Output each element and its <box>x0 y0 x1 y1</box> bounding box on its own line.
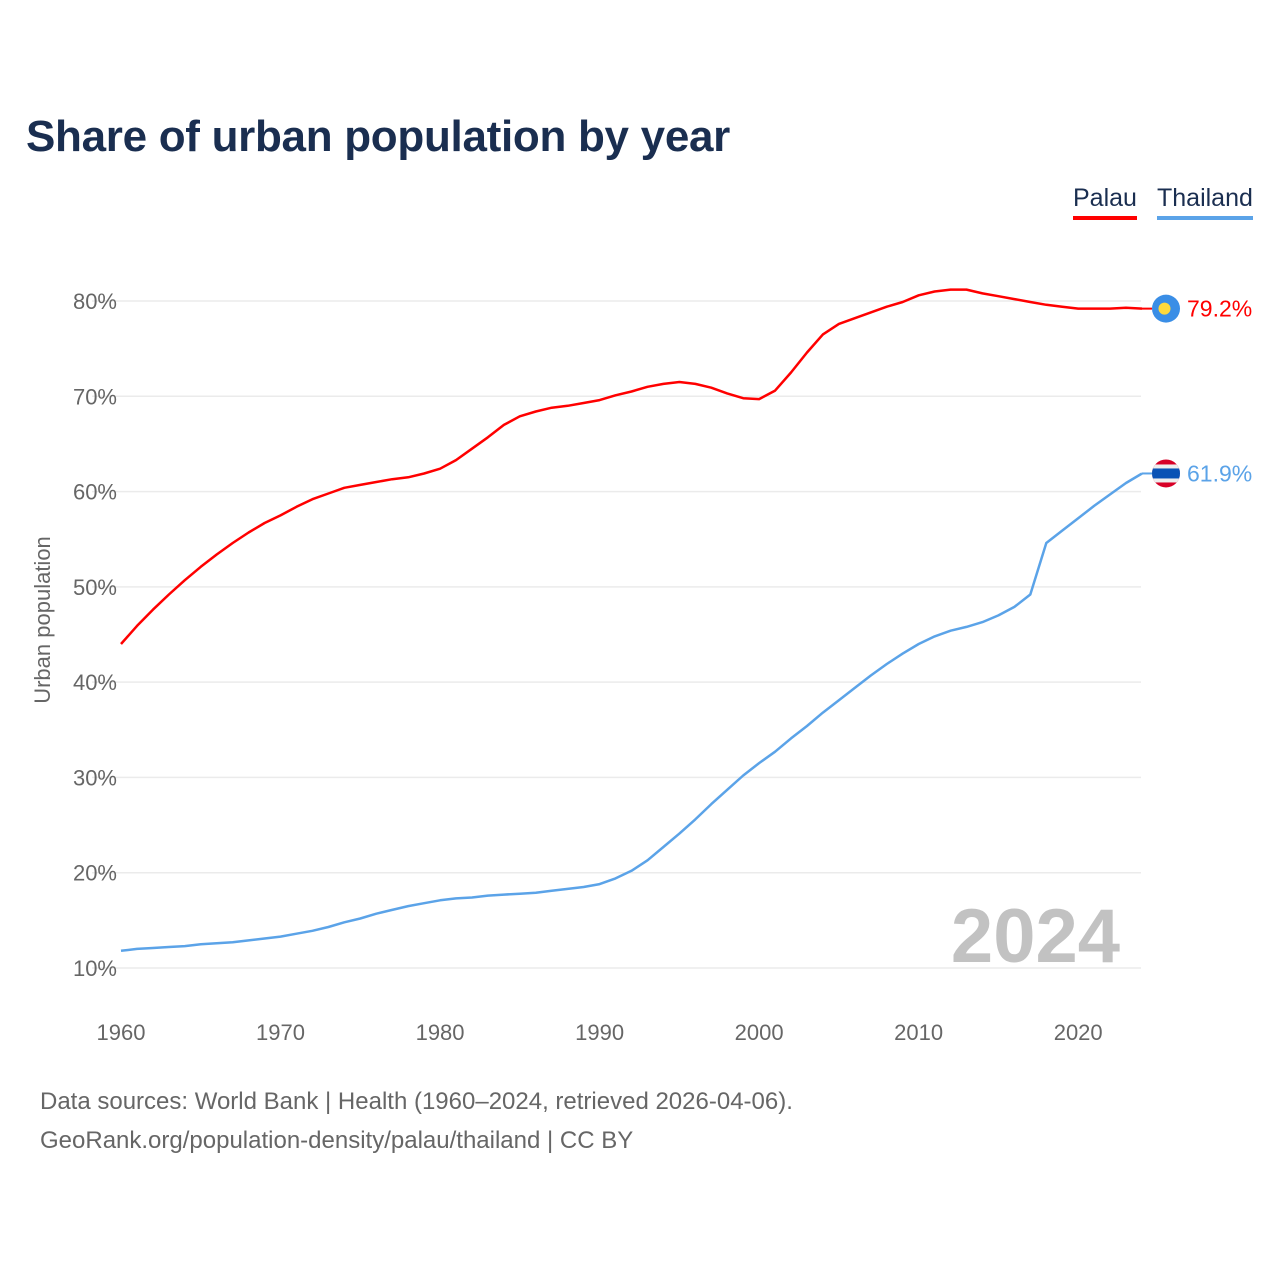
legend-palau[interactable]: Palau <box>1073 184 1137 220</box>
legend-thailand[interactable]: Thailand <box>1157 184 1253 220</box>
footer-sources: Data sources: World Bank | Health (1960–… <box>40 1088 793 1115</box>
thailand-flag-icon <box>1152 459 1180 488</box>
y-tick-label: 50% <box>73 575 117 600</box>
x-tick-label: 1960 <box>97 1020 146 1045</box>
flag-stripes <box>1152 459 1180 488</box>
palau-flag-icon <box>1152 294 1180 323</box>
footer-link[interactable]: GeoRank.org/population-density/palau/tha… <box>40 1127 634 1154</box>
series-line-thailand <box>120 472 1143 953</box>
year-watermark: 2024 <box>951 894 1120 979</box>
x-tick-label: 1990 <box>575 1020 624 1045</box>
y-axis-label: Urban population <box>30 536 55 704</box>
x-tick-label: 1980 <box>416 1020 465 1045</box>
flag-moon <box>1158 302 1171 315</box>
x-tick-label: 2010 <box>894 1020 943 1045</box>
series-line-palau <box>120 288 1143 645</box>
flag-blue <box>1152 468 1180 479</box>
x-tick-label: 2020 <box>1054 1020 1103 1045</box>
y-tick-label: 60% <box>73 480 117 505</box>
y-tick-label: 70% <box>73 384 117 409</box>
y-tick-label: 20% <box>73 861 117 886</box>
x-tick-label: 2000 <box>735 1020 784 1045</box>
chart-title: Share of urban population by year <box>26 112 730 161</box>
x-tick-label: 1970 <box>256 1020 305 1045</box>
y-tick-label: 10% <box>73 956 117 981</box>
y-tick-label: 40% <box>73 670 117 695</box>
y-tick-label: 80% <box>73 289 117 314</box>
end-value-label: 79.2% <box>1187 296 1252 322</box>
y-tick-label: 30% <box>73 765 117 790</box>
end-value-label: 61.9% <box>1187 460 1252 486</box>
